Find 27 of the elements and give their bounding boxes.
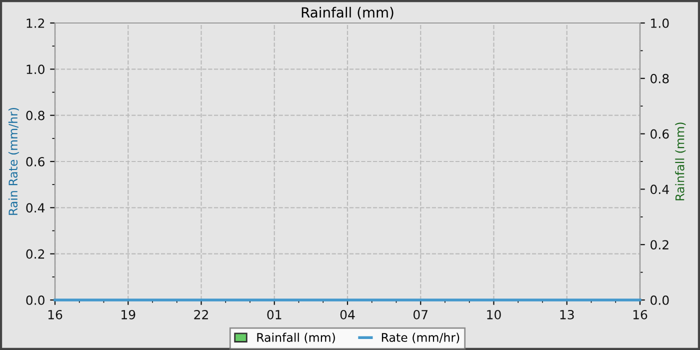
y-tick-label: 0.6 [26, 156, 44, 166]
y2-axis-title: Rainfall (mm) [675, 122, 686, 200]
y2-tick-label: 0.4 [650, 184, 669, 194]
y-tick-label: 0.4 [26, 203, 45, 213]
x-tick-label: 16 [633, 310, 648, 320]
x-tick-label: 16 [48, 310, 62, 320]
y2-tick-label: 0.8 [650, 74, 669, 84]
x-tick-label: 01 [267, 310, 282, 320]
y2-tick-label: 0.0 [650, 295, 669, 305]
x-tick-label: 10 [487, 310, 501, 320]
x-tick-label: 04 [340, 310, 355, 320]
y-tick-label: 1.2 [26, 18, 44, 28]
y-tick-label: 0.8 [26, 110, 44, 120]
x-tick-label: 19 [122, 310, 136, 320]
x-tick-label: 07 [413, 310, 428, 320]
y2-tick-label: 0.6 [650, 129, 669, 139]
y-tick-label: 0.2 [26, 249, 44, 259]
y-tick-label: 0.0 [26, 295, 44, 305]
legend-label: Rate (mm/hr) [382, 332, 460, 344]
y2-tick-label: 1.0 [651, 18, 669, 28]
legend-label: Rainfall (mm) [257, 332, 335, 344]
x-tick-label: 13 [560, 310, 574, 320]
y-tick-label: 1.0 [26, 64, 44, 74]
y2-tick-label: 0.2 [650, 240, 668, 250]
chart-title: Rainfall (mm) [302, 6, 394, 20]
x-tick-label: 22 [194, 310, 208, 320]
y-axis-title: Rain Rate (mm/hr) [8, 108, 19, 215]
